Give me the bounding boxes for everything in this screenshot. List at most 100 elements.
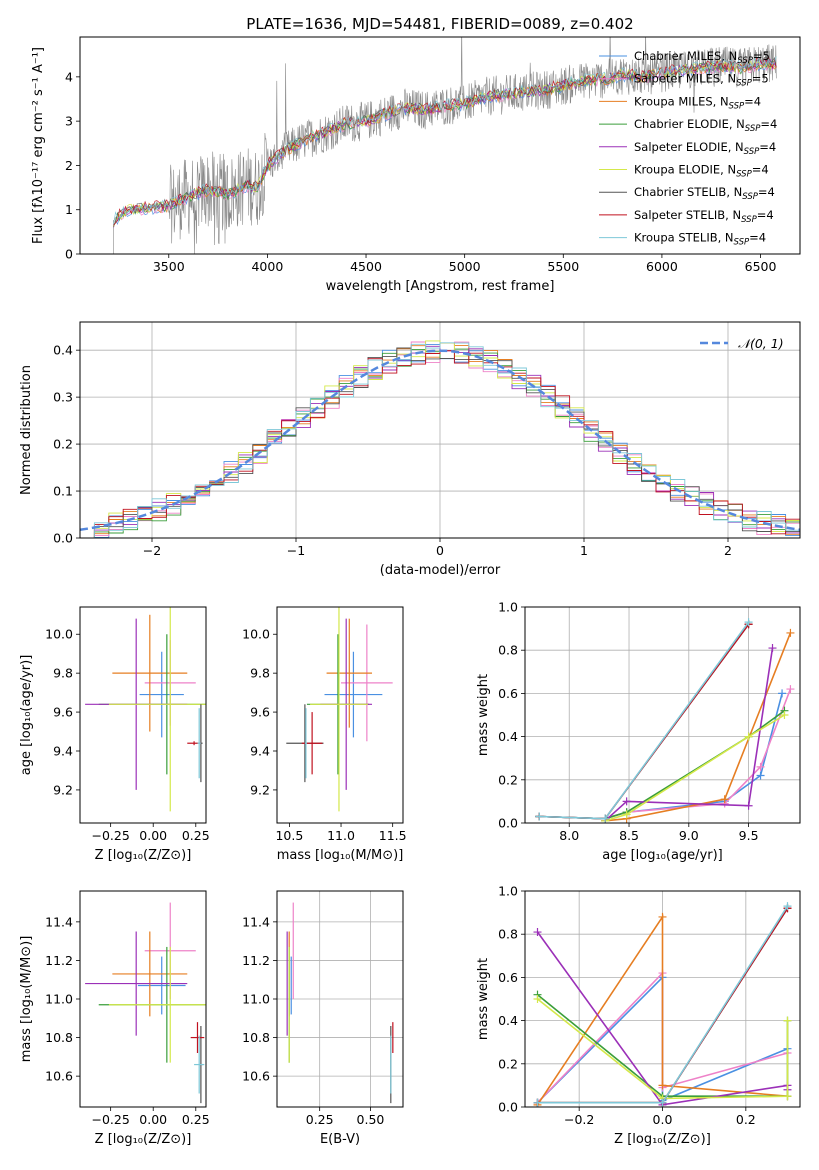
histogram-chabrier-stelib (80, 347, 800, 538)
x-tick-label: 8.5 (619, 828, 639, 843)
y-tick-label: 9.8 (53, 666, 73, 681)
x-tick-label: 10.5 (275, 828, 303, 843)
y-tick-label: 0.2 (53, 437, 73, 452)
x-tick-label: −0.25 (91, 828, 129, 843)
legend-label: Chabrier ELODIE, NSSP=4 (634, 117, 777, 134)
legend-label-count: =5 (752, 72, 769, 86)
y-tick-label: 10.6 (45, 1069, 73, 1084)
legend-label-sub: SSP (742, 192, 758, 202)
x-tick-label: 4000 (251, 259, 283, 274)
y-tick-label: 0.4 (498, 729, 518, 744)
x-tick-label: 0.00 (139, 828, 167, 843)
legend-label: Kroupa MILES, NSSP=4 (634, 94, 761, 111)
point-marker (622, 810, 631, 819)
point-marker (535, 812, 544, 821)
legend-label-count: =5 (753, 49, 770, 63)
series-kroupa-stelib (535, 618, 753, 823)
x-tick-label: 0.00 (139, 1112, 167, 1127)
y-tick-label: 10.6 (242, 1069, 270, 1084)
y-tick-label: 0.3 (53, 390, 73, 405)
panel-weight-vs-age: 8.0 8.5 9.0 9.5 0.0 0.2 0.4 0.6 0.8 1.0 age [log₁₀… (476, 600, 801, 863)
point-marker (744, 732, 753, 741)
plot-area (286, 607, 393, 812)
data-spectrum (113, 37, 777, 254)
y-tick-label: 11.4 (242, 914, 270, 929)
axes-frame (276, 606, 404, 824)
legend-label-count: =4 (757, 208, 774, 222)
x-tick-label: 2 (724, 543, 732, 558)
y-tick-label: 0.0 (498, 1100, 518, 1115)
point-marker (658, 912, 667, 921)
legend-label-sub: SSP (736, 170, 752, 180)
y-tick-label: 0.4 (498, 1013, 518, 1028)
x-tick-label: 3500 (153, 259, 185, 274)
histogram-chabrier-elodie (80, 348, 800, 538)
series-line (539, 693, 783, 820)
data-point-kroupa-stelib (304, 708, 307, 779)
y-tick-label: 10.8 (242, 1030, 270, 1045)
legend-label: Kroupa ELODIE, NSSP=4 (634, 163, 769, 180)
point-marker (533, 1098, 542, 1107)
x-tick-label: −0.2 (564, 1112, 594, 1127)
legend-label: Salpeter MILES, NSSP=5 (634, 72, 769, 89)
series-line (604, 714, 785, 822)
point-marker (780, 711, 789, 719)
x-tick-label: 0.25 (182, 1112, 210, 1127)
figure-title: PLATE=1636, MJD=54481, FIBERID=0089, z=0… (246, 15, 633, 33)
panel-age-vs-Z: −0.25 0.00 0.25 9.2 9.4 9.6 9.8 10.0 Z [log₁₀(Z/… (19, 606, 210, 863)
series-line (539, 688, 792, 820)
y-tick-label: 11.0 (242, 992, 270, 1007)
model-spectrum-salpeter-stelib (113, 55, 777, 226)
x-axis-label: wavelength [Angstrom, rest frame] (326, 279, 555, 294)
legend-label-name: Salpeter STELIB, N (634, 208, 741, 222)
x-axis-label: Z [log₁₀(Z/Z⊙)] (614, 1132, 711, 1147)
plot-area (113, 37, 777, 254)
legend-label-name: Kroupa ELODIE, N (634, 163, 736, 177)
x-tick-label: 9.5 (739, 828, 759, 843)
legend-label-name: Salpeter MILES, N (634, 72, 736, 86)
data-point-salpeter-stelib (190, 1022, 205, 1053)
x-tick-label: 6500 (745, 259, 777, 274)
point-marker (778, 689, 787, 698)
series-chabrier-stelib (535, 620, 753, 823)
panel-mass-vs-Z: −0.25 0.00 0.25 10.6 10.8 11.0 11.2 11.4 Z [log₁… (19, 890, 210, 1147)
x-tick-label: 0.0 (653, 1112, 673, 1127)
point-marker (744, 801, 753, 810)
plot-area (80, 340, 800, 538)
legend-label-name: Chabrier MILES, N (634, 49, 737, 63)
point-marker (783, 1092, 792, 1101)
axes-frame (524, 890, 801, 1108)
data-point-chabrier-miles (324, 651, 383, 738)
series-line (604, 647, 774, 822)
x-axis-label: Z [log₁₀(Z/Z⊙)] (95, 848, 192, 863)
legend-label-sub: SSP (736, 79, 752, 89)
x-tick-label: −1 (287, 543, 305, 558)
y-tick-label: 9.6 (250, 705, 270, 720)
x-tick-label: 5000 (449, 259, 481, 274)
point-marker (533, 928, 542, 937)
legend-label: Salpeter STELIB, NSSP=4 (634, 208, 774, 225)
series-kroupa-miles (533, 912, 792, 1107)
legend-label-count: =4 (752, 163, 769, 177)
legend-label: Salpeter ELODIE, NSSP=4 (634, 140, 776, 157)
model-spectrum-chabrier-stelib (113, 56, 777, 226)
legend-label-name: Kroupa STELIB, N (634, 231, 734, 245)
y-tick-label: 1.0 (498, 884, 518, 899)
x-axis-label: E(B-V) (320, 1132, 360, 1147)
y-tick-label: 0.0 (53, 531, 73, 546)
legend-label-count: =4 (749, 231, 766, 245)
data-point-salpeter-elodie (85, 931, 188, 1036)
data-point-kroupa-miles (112, 931, 188, 1017)
y-tick-label: 11.2 (242, 953, 270, 968)
y-tick-label: 0.2 (498, 772, 518, 787)
y-tick-label: 11.4 (45, 914, 73, 929)
data-point-chabrier-miles (137, 956, 186, 1015)
plots: 3500 4000 4500 5000 5500 6000 6500 0 1 2 3 4 wavelen… (19, 36, 801, 1147)
axes-frame (276, 890, 404, 1108)
x-tick-label: 6000 (646, 259, 678, 274)
x-tick-label: 11.5 (379, 828, 407, 843)
data-point-kroupa-elodie (108, 607, 206, 812)
y-tick-label: 0.2 (498, 1056, 518, 1071)
point-marker (786, 628, 795, 637)
